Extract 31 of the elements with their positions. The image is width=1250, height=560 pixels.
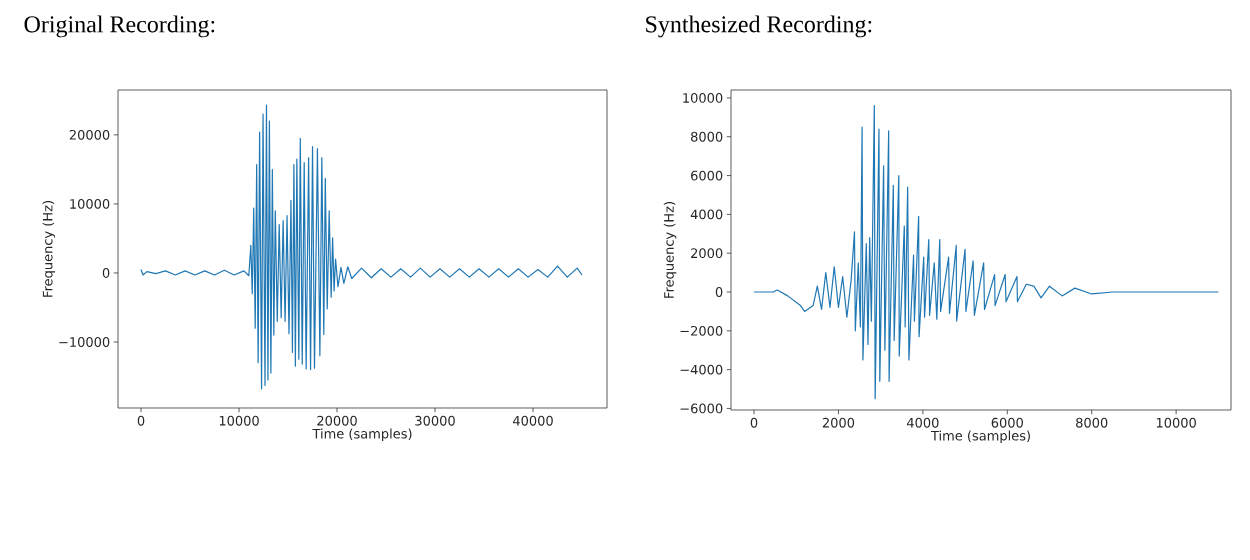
y-tick-label: −4000	[680, 364, 723, 375]
y-axis-title: Frequency (Hz)	[663, 202, 677, 298]
x-tick-label: 0	[750, 417, 758, 428]
y-tick-label: 6000	[691, 170, 723, 181]
x-tick-label: 10000	[1156, 417, 1196, 428]
y-tick-label: 2000	[691, 248, 723, 259]
x-axis-title: Time (samples)	[930, 430, 1030, 444]
x-tick-label: 4000	[906, 417, 939, 428]
x-tick-label: 30000	[415, 415, 455, 426]
x-tick-label: 0	[137, 415, 145, 426]
x-tick-label: 6000	[991, 417, 1023, 428]
y-tick-label: 0	[715, 287, 723, 297]
x-tick-label: 10000	[219, 415, 259, 426]
x-tick-label: 40000	[512, 415, 553, 426]
y-tick-label: −6000	[680, 403, 723, 414]
y-tick-label: 8000	[691, 131, 723, 142]
y-tick-label: 4000	[690, 209, 723, 220]
y-tick-label: 20000	[69, 129, 110, 140]
y-tick-label: 0	[102, 268, 110, 278]
x-tick-label: 2000	[822, 417, 855, 428]
chart-title: Synthesized Recording:	[646, 15, 872, 38]
y-tick-label: 10000	[683, 93, 723, 103]
y-tick-label: −2000	[680, 325, 723, 336]
x-tick-label: 8000	[1076, 417, 1108, 428]
x-axis-title: Time (samples)	[312, 428, 412, 442]
y-tick-label: −10000	[59, 337, 110, 347]
chart-title: Original Recording:	[24, 15, 215, 38]
y-axis-title: Frequency (Hz)	[42, 201, 56, 297]
x-tick-label: 20000	[317, 415, 357, 426]
line-series	[140, 104, 583, 390]
y-tick-label: 10000	[70, 199, 110, 209]
